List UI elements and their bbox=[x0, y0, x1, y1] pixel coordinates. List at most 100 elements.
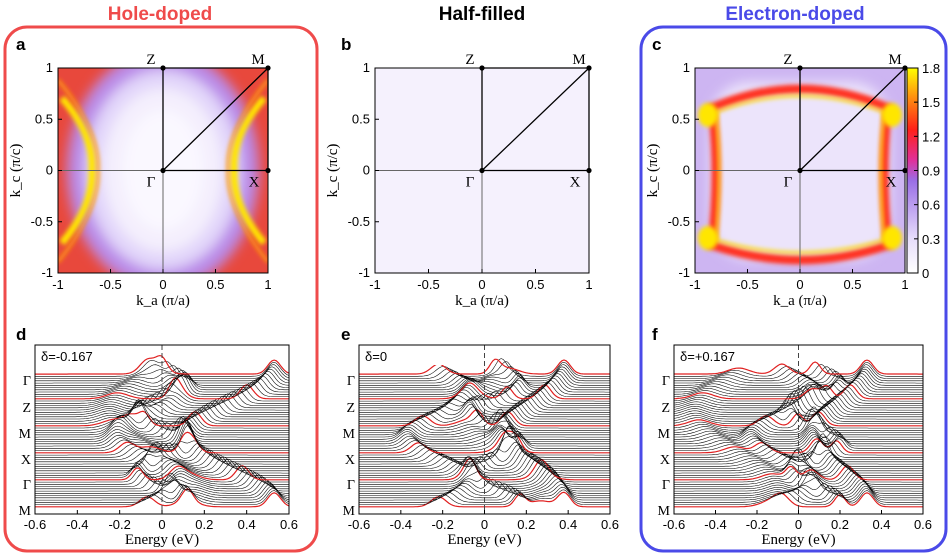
k-path-label-Γ: Γ bbox=[23, 478, 31, 493]
colorbar-tick-label: 0 bbox=[922, 266, 929, 281]
k-point-label-M: M bbox=[888, 52, 901, 68]
x-tick-label: 0.5 bbox=[526, 277, 544, 292]
spectrum-curve bbox=[359, 430, 610, 451]
doping-label-bg bbox=[37, 347, 123, 365]
spectrum-curve bbox=[35, 472, 289, 496]
k-path-label-M: M bbox=[343, 427, 356, 442]
k-path-label-X: X bbox=[345, 453, 355, 468]
panel-label-a: a bbox=[16, 35, 26, 54]
colorbar-tick-label: 0.6 bbox=[922, 198, 940, 213]
x-tick-label: 0 bbox=[796, 277, 803, 292]
x-axis-title: k_a (π/a) bbox=[773, 293, 827, 309]
k-path-label-M: M bbox=[19, 504, 32, 519]
k-point-label-M: M bbox=[572, 52, 585, 68]
x-tick-label: 0.5 bbox=[206, 277, 224, 292]
spectrum-curve bbox=[674, 373, 923, 388]
x-tick-label: 0.6 bbox=[601, 517, 619, 532]
y-tick-label: 0 bbox=[363, 163, 370, 178]
spectrum-curve bbox=[674, 402, 923, 420]
k-path-label-M: M bbox=[343, 504, 356, 519]
spectrum-curve bbox=[674, 470, 923, 485]
spectrum-curve bbox=[359, 420, 610, 440]
spectrum-curve bbox=[35, 479, 289, 499]
spectrum-curve bbox=[359, 361, 610, 379]
fs-axes-b: Z M Γ X -1 -0.5 0 0.5 1 1 0.5 0 -0.5 -1 k_a (π/a) k_c (… bbox=[325, 52, 593, 309]
y-tick-label: 0.5 bbox=[35, 111, 53, 126]
fs-axes-a: Z M Γ X -1 -0.5 0 0.5 1 1 0.5 0 -0.5 -1 k_a (π/a) k_c (… bbox=[8, 52, 272, 309]
x-tick-label: -0.2 bbox=[108, 517, 130, 532]
x-tick-label: -1 bbox=[369, 277, 381, 292]
x-tick-label: 0.6 bbox=[280, 517, 298, 532]
doping-label-bg bbox=[676, 347, 762, 365]
spectrum-curve bbox=[674, 380, 923, 395]
k-path bbox=[481, 66, 590, 172]
k-point-dot bbox=[797, 65, 803, 71]
header-electron-doped: Electron-doped bbox=[725, 4, 864, 25]
k-path-label-Γ: Γ bbox=[662, 374, 670, 389]
k-point-label-M: M bbox=[251, 52, 264, 68]
spectrum-curve bbox=[35, 400, 289, 415]
colorbar-tick-label: 0.9 bbox=[922, 164, 940, 179]
k-point-dot bbox=[160, 65, 166, 71]
colorbar-tick-label: 0.3 bbox=[922, 232, 940, 247]
doping-label-bg bbox=[361, 347, 447, 365]
doping-label: δ=+0.167 bbox=[680, 349, 735, 364]
k-path-label-Z: Z bbox=[22, 401, 31, 416]
x-tick-label: 0.2 bbox=[517, 517, 535, 532]
spectrum-curve bbox=[674, 427, 923, 442]
spectrum-curve bbox=[35, 465, 289, 481]
k-point-label-Γ: Γ bbox=[466, 175, 475, 191]
x-axis-title: Energy (eV) bbox=[125, 532, 199, 548]
x-tick-label: -0.5 bbox=[736, 277, 758, 292]
panel-label-c: c bbox=[652, 35, 661, 54]
header-half-filled: Half-filled bbox=[439, 4, 526, 25]
k-point-dot bbox=[160, 167, 166, 174]
spectrum-curve bbox=[674, 440, 923, 456]
spectrum-curve bbox=[359, 472, 610, 492]
x-tick-label: 0.4 bbox=[872, 517, 890, 532]
spectrum-curve bbox=[35, 453, 289, 469]
spectrum-curve bbox=[35, 484, 289, 503]
spectrum-curve bbox=[674, 477, 923, 494]
k-point-dot bbox=[265, 167, 271, 174]
panel-label-f: f bbox=[652, 325, 658, 344]
spectrum-curve bbox=[35, 373, 289, 393]
y-tick-label: -1 bbox=[678, 265, 690, 280]
y-tick-label: 1 bbox=[683, 60, 690, 75]
x-tick-label: -0.6 bbox=[348, 517, 370, 532]
spectrum-curve bbox=[359, 399, 610, 418]
y-tick-label: -0.5 bbox=[348, 214, 370, 229]
k-path-label-X: X bbox=[660, 453, 670, 468]
spectra-curves bbox=[674, 359, 923, 508]
spectrum-curve bbox=[359, 358, 610, 377]
spectrum-curve bbox=[674, 384, 923, 402]
x-axis-title: Energy (eV) bbox=[447, 532, 521, 548]
spectrum-curve bbox=[674, 488, 923, 503]
spectrum-curve bbox=[674, 452, 923, 467]
k-point-label-X: X bbox=[570, 175, 581, 191]
y-tick-label: 0 bbox=[683, 163, 690, 178]
panel-label-b: b bbox=[341, 35, 351, 54]
y-axis-title: k_c (π/c) bbox=[645, 144, 661, 198]
y-tick-label: -0.5 bbox=[668, 214, 690, 229]
x-tick-label: 0 bbox=[159, 277, 166, 292]
y-tick-label: -1 bbox=[41, 265, 53, 280]
y-axis-title: k_c (π/c) bbox=[8, 144, 24, 198]
spectrum-curve bbox=[674, 434, 923, 449]
panel-label-e: e bbox=[341, 325, 350, 344]
x-tick-label: -0.4 bbox=[704, 517, 726, 532]
spectrum-curve bbox=[359, 453, 610, 474]
spectrum-curve bbox=[35, 421, 289, 449]
k-point-dot bbox=[902, 65, 908, 71]
k-point-label-Z: Z bbox=[146, 52, 155, 68]
x-tick-label: -0.5 bbox=[417, 277, 439, 292]
y-axis-title: k_c (π/c) bbox=[325, 144, 341, 198]
spectrum-curve bbox=[674, 406, 923, 433]
fs-axes-c: Z M Γ X -1 -0.5 0 0.5 1 1 0.5 0 -0.5 -1 k_a (π/a) k_c (… bbox=[645, 52, 909, 309]
spectrum-curve bbox=[35, 417, 289, 440]
x-tick-label: 0.6 bbox=[914, 517, 932, 532]
hole-doped-frame bbox=[3, 25, 319, 553]
x-tick-label: -1 bbox=[689, 277, 701, 292]
